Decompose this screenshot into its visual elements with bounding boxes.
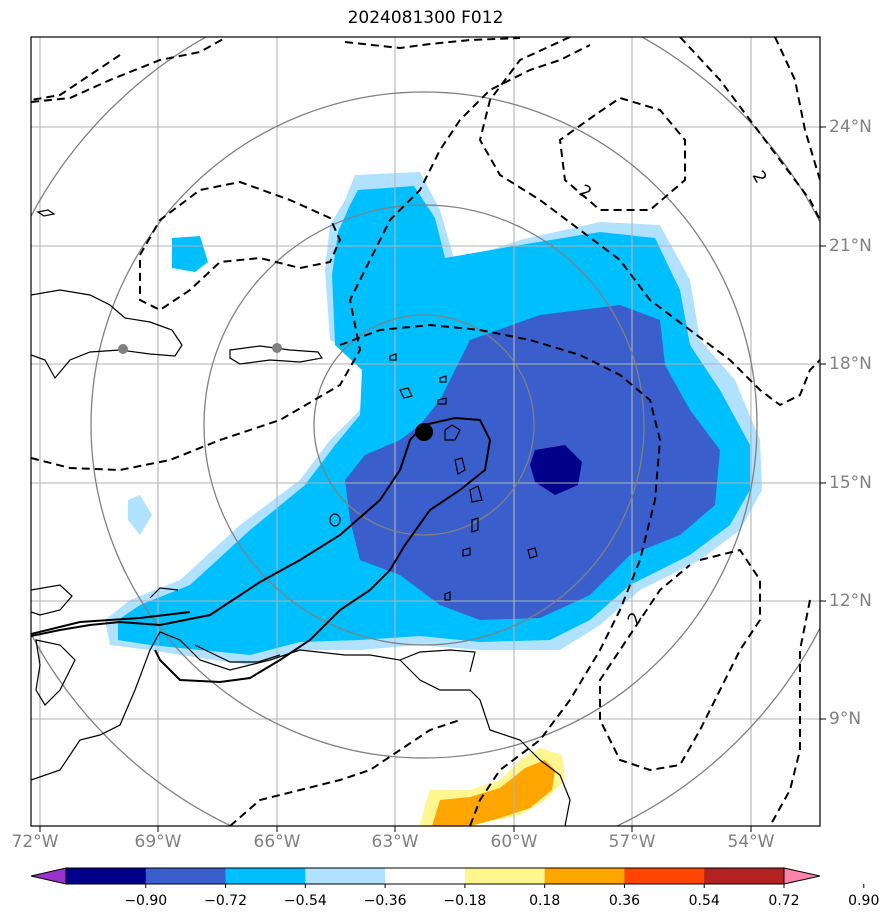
colorbar-tick-label: 0.54	[688, 893, 720, 909]
colorbar-swatch	[66, 868, 147, 884]
lon-label: 63°W	[371, 832, 419, 852]
dashed-contours	[31, 37, 820, 826]
storm-center-marker	[415, 423, 433, 441]
map-frame	[30, 36, 821, 827]
colorbar-frame	[65, 867, 785, 885]
range-rings	[31, 37, 820, 826]
lat-label: 24°N	[829, 117, 872, 137]
lon-label: 60°W	[490, 832, 538, 852]
orange-region	[432, 760, 555, 826]
colorbar-extend-high	[783, 867, 821, 885]
station-marker	[118, 344, 128, 354]
gridlines	[31, 37, 820, 826]
lon-label: 54°W	[727, 832, 775, 852]
lat-label: 12°N	[829, 591, 872, 611]
lon-label: 72°W	[11, 832, 59, 852]
station-marker	[272, 343, 282, 353]
colorbar	[30, 867, 865, 888]
colorbar-swatch	[305, 868, 386, 884]
colorbar-tick-label: 0.36	[608, 893, 641, 909]
colorbar-tick-label: −0.36	[363, 893, 407, 909]
small-blue-patch	[172, 236, 208, 272]
small-light-patch	[128, 495, 152, 535]
coastlines	[31, 209, 571, 826]
colorbar-tick-label: 0.18	[529, 893, 561, 909]
colorbar-swatch	[145, 868, 227, 884]
colorbar-tick-label: 0.72	[768, 893, 800, 909]
colorbar-tick-label: 0.90	[848, 893, 880, 909]
colorbar-swatch	[464, 868, 546, 884]
contour-label: 2	[624, 609, 647, 628]
colorbar-swatch	[624, 868, 705, 884]
lat-label: 18°N	[829, 354, 872, 374]
solid-contours	[31, 416, 492, 684]
lat-label: 15°N	[829, 473, 872, 493]
colorbar-swatch	[704, 868, 785, 884]
colorbar-extend-low	[30, 867, 67, 885]
contour-label: 2	[576, 181, 595, 204]
colorbar-swatch	[225, 868, 306, 884]
lat-label: 21°N	[829, 236, 872, 256]
colorbar-swatch	[385, 868, 466, 884]
colorbar-swatch	[544, 868, 625, 884]
shaded-field	[105, 172, 762, 826]
colorbar-tick-label: −0.72	[204, 893, 247, 909]
map-title: 2024081300 F012	[347, 8, 504, 28]
colorbar-tick-label: −0.90	[124, 893, 168, 909]
lon-label: 66°W	[253, 832, 301, 852]
colorbar-tick-label: −0.54	[283, 893, 327, 909]
lat-label: 9°N	[829, 709, 862, 729]
lon-label: 69°W	[134, 832, 182, 852]
colorbar-tick-label: −0.18	[443, 893, 487, 909]
lon-label: 57°W	[608, 832, 656, 852]
